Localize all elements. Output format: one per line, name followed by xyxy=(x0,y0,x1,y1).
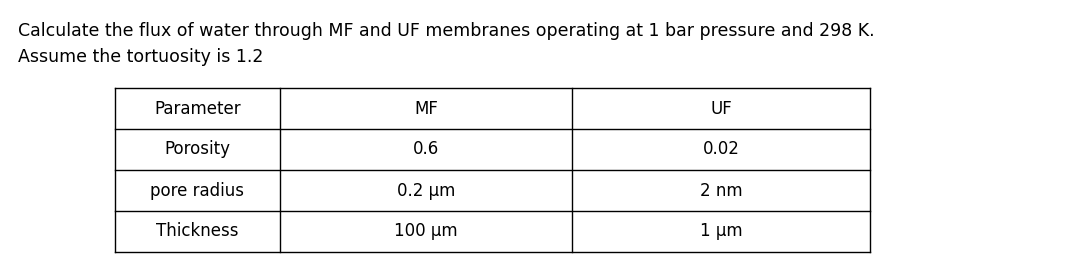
Text: 100 μm: 100 μm xyxy=(395,222,458,241)
Text: pore radius: pore radius xyxy=(151,182,245,199)
Text: Thickness: Thickness xyxy=(156,222,238,241)
Text: 2 nm: 2 nm xyxy=(700,182,743,199)
Text: UF: UF xyxy=(710,99,732,118)
Text: MF: MF xyxy=(414,99,438,118)
Text: Assume the tortuosity is 1.2: Assume the tortuosity is 1.2 xyxy=(18,48,263,66)
Text: 0.2 μm: 0.2 μm xyxy=(397,182,455,199)
Text: Parameter: Parameter xyxy=(154,99,240,118)
Text: Calculate the flux of water through MF and UF membranes operating at 1 bar press: Calculate the flux of water through MF a… xyxy=(18,22,874,40)
Text: 1 μm: 1 μm xyxy=(700,222,743,241)
Text: 0.6: 0.6 xyxy=(413,140,439,159)
Text: 0.02: 0.02 xyxy=(703,140,740,159)
Text: Porosity: Porosity xyxy=(165,140,231,159)
